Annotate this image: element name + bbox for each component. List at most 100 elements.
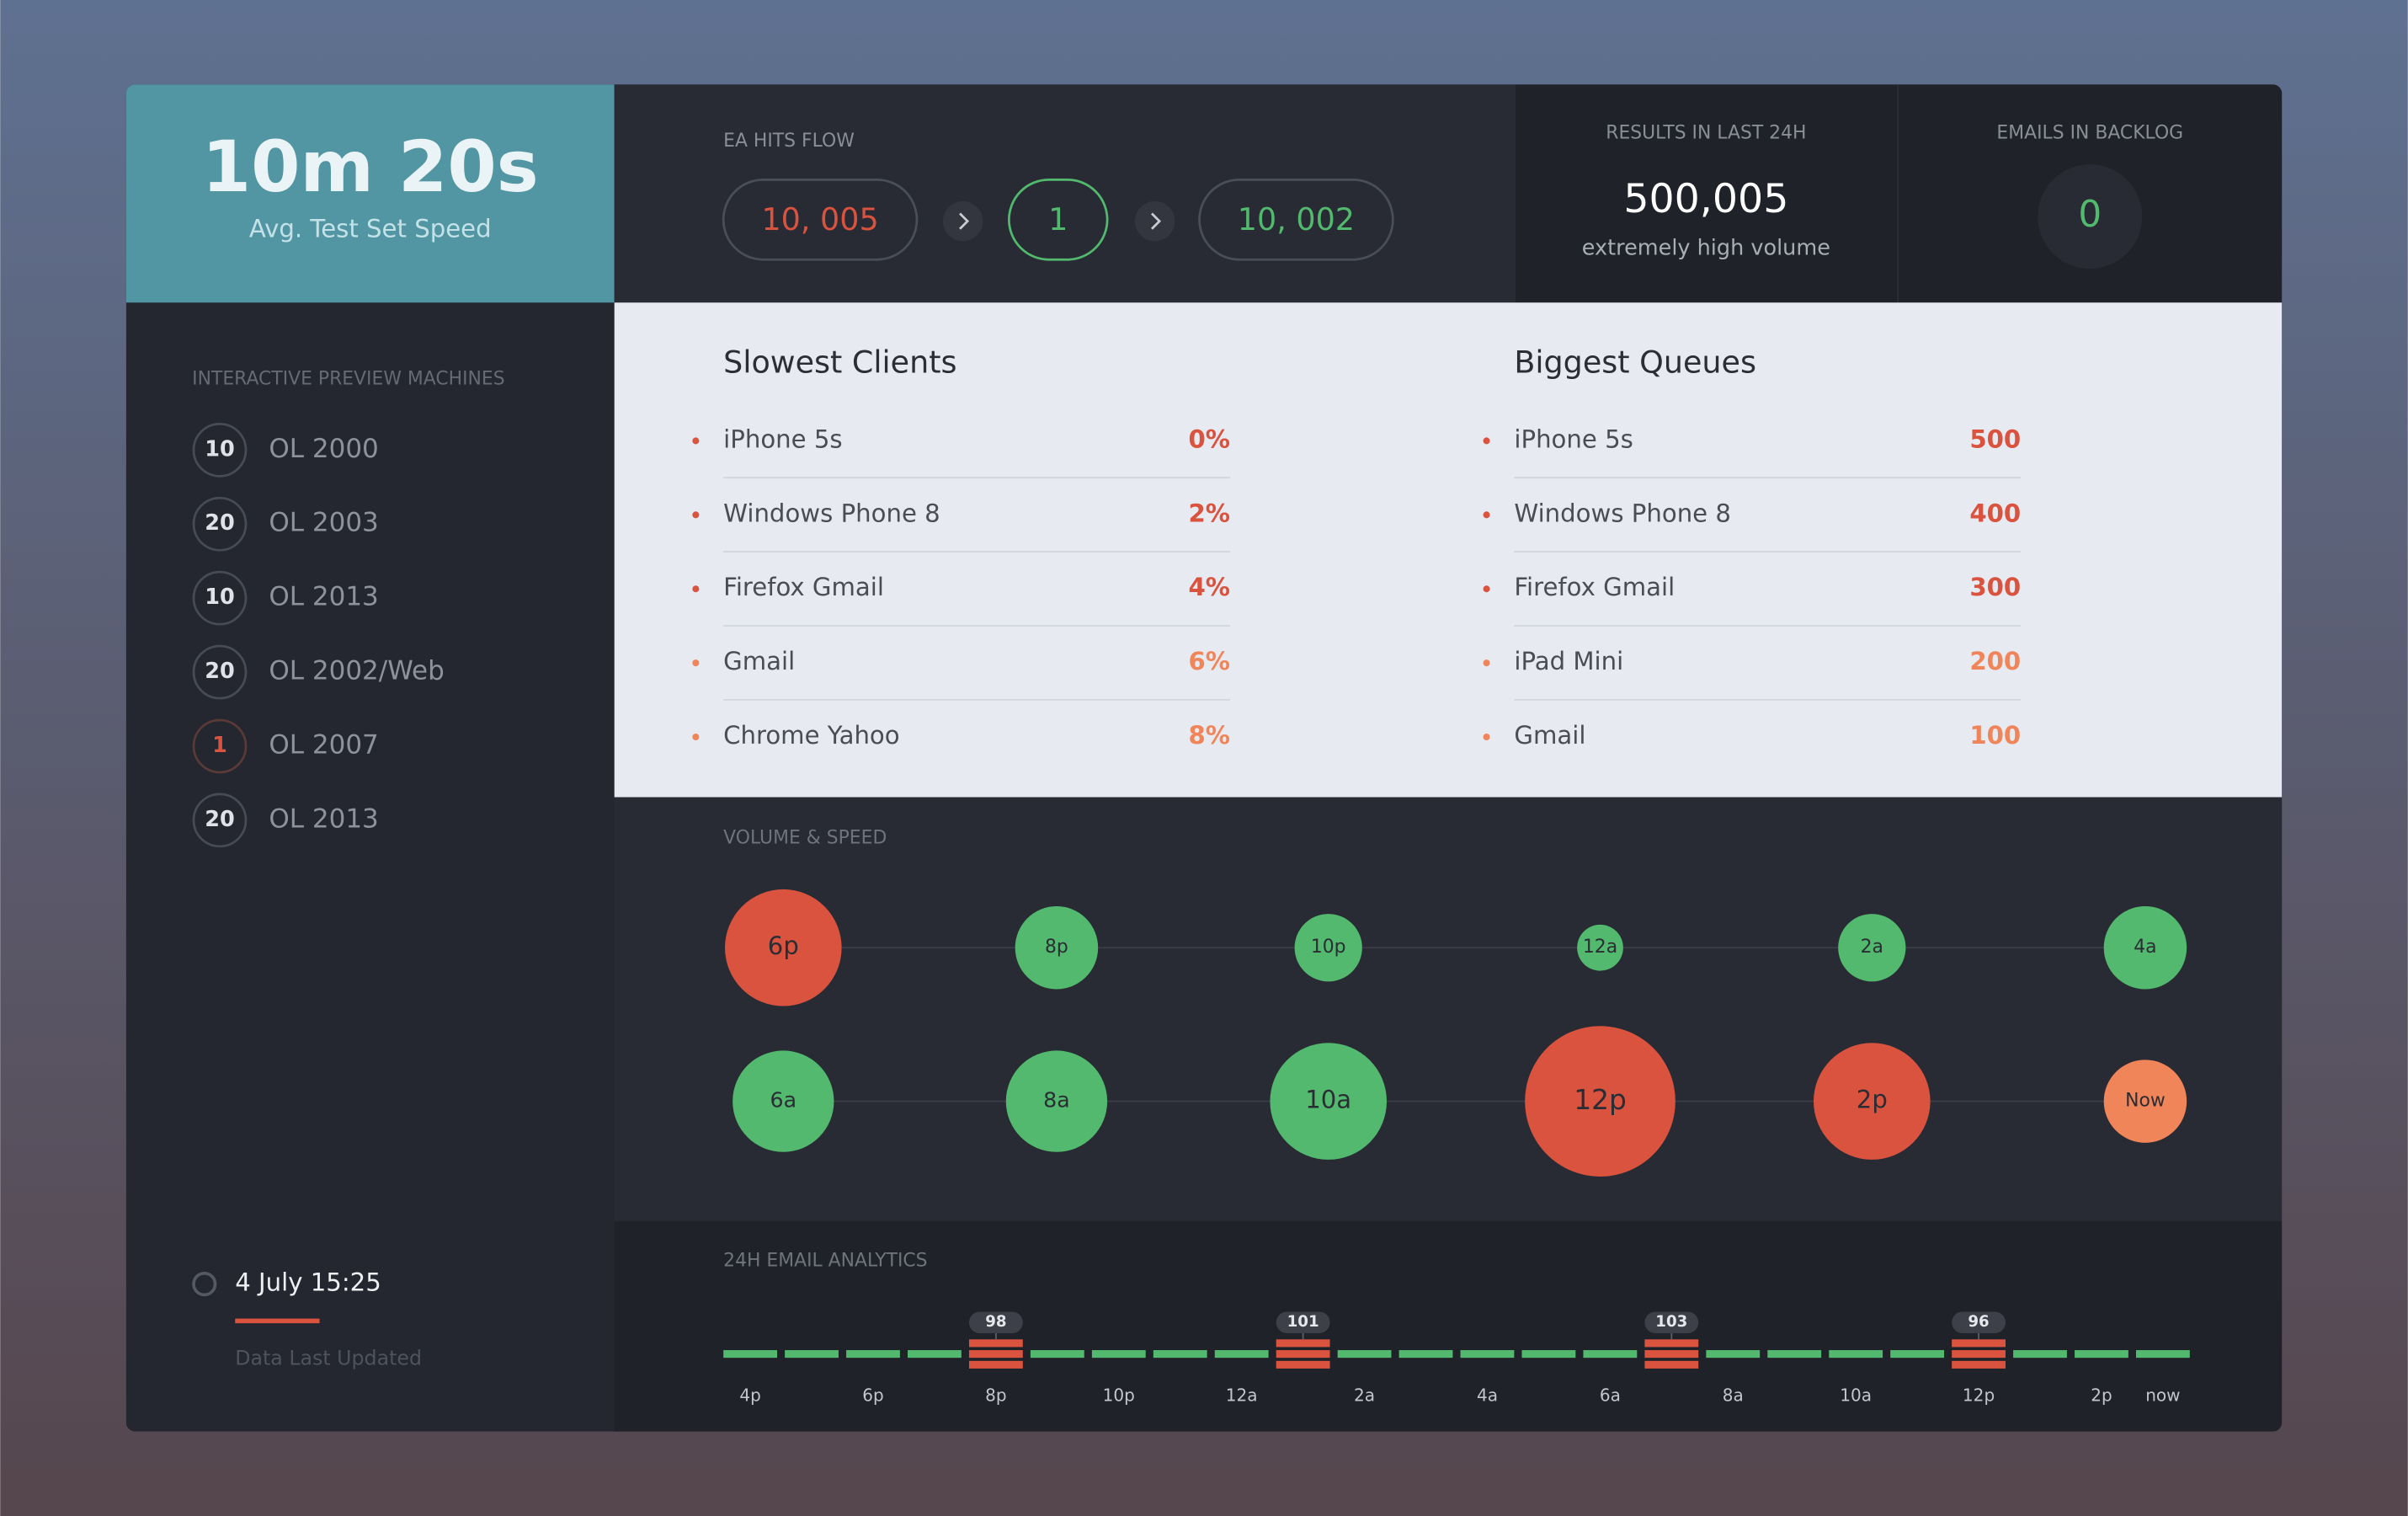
bar-alert [968,1350,1023,1359]
flow-value: 10, 002 [1238,201,1355,238]
peak-pill [1952,1311,2006,1333]
bullet [692,659,700,667]
history-icon [192,1272,217,1297]
axis-label: 2p [2091,1385,2112,1405]
bubble [1577,924,1623,971]
bullet [1483,659,1490,667]
machine-name: OL 2002/Web [269,656,444,686]
bar-alert [1276,1360,1330,1369]
bullet [1483,585,1490,593]
speed-label: Avg. Test Set Speed [249,215,492,243]
bar [1890,1350,1945,1359]
machine-name: OL 2000 [269,434,378,464]
flow-pill [722,179,919,261]
list-value: 8% [1188,721,1230,750]
flow-value: 10, 005 [761,201,878,238]
axis-label: 8p [985,1385,1006,1405]
machine-count: 1 [212,733,227,758]
axis-label: 12a [1226,1385,1258,1405]
bar [2135,1350,2190,1359]
axis-label: 4a [1477,1385,1498,1405]
machine-count: 20 [205,659,235,684]
bubble-label: 8a [1043,1088,1070,1113]
results-note: extremely high volume [1582,235,1830,260]
bullet [692,585,700,593]
list-value: 400 [1969,499,2021,527]
bar [1337,1350,1392,1359]
bubble [1525,1026,1675,1177]
list-value: 6% [1188,647,1230,675]
bar-alert [1276,1350,1330,1359]
section-title: 24H EMAIL ANALYTICS [723,1250,927,1271]
machine-badge [192,793,248,848]
arrow [959,212,970,230]
bubble-label: 8p [1045,937,1068,958]
bar-alert [1952,1350,2006,1359]
bubble [1005,1050,1108,1152]
list-value: 2% [1188,499,1230,527]
arrow [1151,212,1162,230]
bubble [1814,1043,1931,1160]
backlog-value: 0 [2078,193,2102,236]
bar [1153,1350,1207,1359]
machine-name: OL 2013 [269,582,378,612]
bubble-label: 2p [1857,1086,1888,1114]
lists-card [614,302,2283,798]
bubble [733,1050,834,1152]
bar [1521,1350,1576,1359]
peak-label: 103 [1655,1313,1687,1331]
peak-pill [1644,1311,1699,1333]
machine-name: OL 2013 [269,803,378,834]
arrow-circle [942,200,983,242]
list-name: Windows Phone 8 [723,499,940,527]
list-name: iPhone 5s [1514,424,1633,453]
volume-card [614,797,2283,1221]
list-name: Windows Phone 8 [1514,499,1731,527]
section-title: EMAILS IN BACKLOG [1996,123,2183,144]
axis-label: 6p [862,1385,883,1405]
updated-label: Data Last Updated [235,1346,422,1369]
list-name: Firefox Gmail [723,573,884,601]
machine-badge [192,422,248,478]
axis-label: 6a [1600,1385,1621,1405]
peak-label: 96 [1968,1313,1989,1331]
bubble [1838,914,1906,982]
bar [1398,1350,1453,1359]
bullet [692,734,700,741]
bar [1583,1350,1638,1359]
bubble [1015,905,1099,990]
axis-label: 8a [1723,1385,1744,1405]
peak-label: 98 [985,1313,1006,1331]
machine-count: 20 [205,807,235,832]
list-value: 4% [1188,573,1230,601]
axis-label: 4p [739,1385,760,1405]
axis-label: 12p [1963,1385,1995,1405]
speed-card [125,84,615,303]
bar-alert [1644,1350,1699,1359]
bar [1706,1350,1761,1359]
machine-name: OL 2003 [269,508,378,538]
bullet [692,437,700,445]
bar [1091,1350,1146,1359]
bar-alert [1644,1339,1699,1348]
bar-alert [1952,1339,2006,1348]
bubble-label: 12p [1574,1084,1627,1116]
bar-alert [1644,1360,1699,1369]
list-title: Biggest Queues [1514,344,1756,381]
peak-label: 101 [1287,1313,1319,1331]
bubble [2103,1060,2187,1143]
bar [723,1350,778,1359]
list-name: Firefox Gmail [1514,573,1675,601]
bubble-label: 4a [2134,937,2156,958]
machine-badge [192,718,248,774]
list-name: iPad Mini [1514,647,1623,675]
machine-count: 20 [205,510,235,536]
section-title: INTERACTIVE PREVIEW MACHINES [192,368,504,389]
axis-label: now [2145,1385,2180,1405]
section-title: RESULTS IN LAST 24H [1606,123,1806,144]
bar [846,1350,900,1359]
list-value: 300 [1969,573,2021,601]
machine-badge [192,644,248,700]
list-value: 500 [1969,424,2021,453]
